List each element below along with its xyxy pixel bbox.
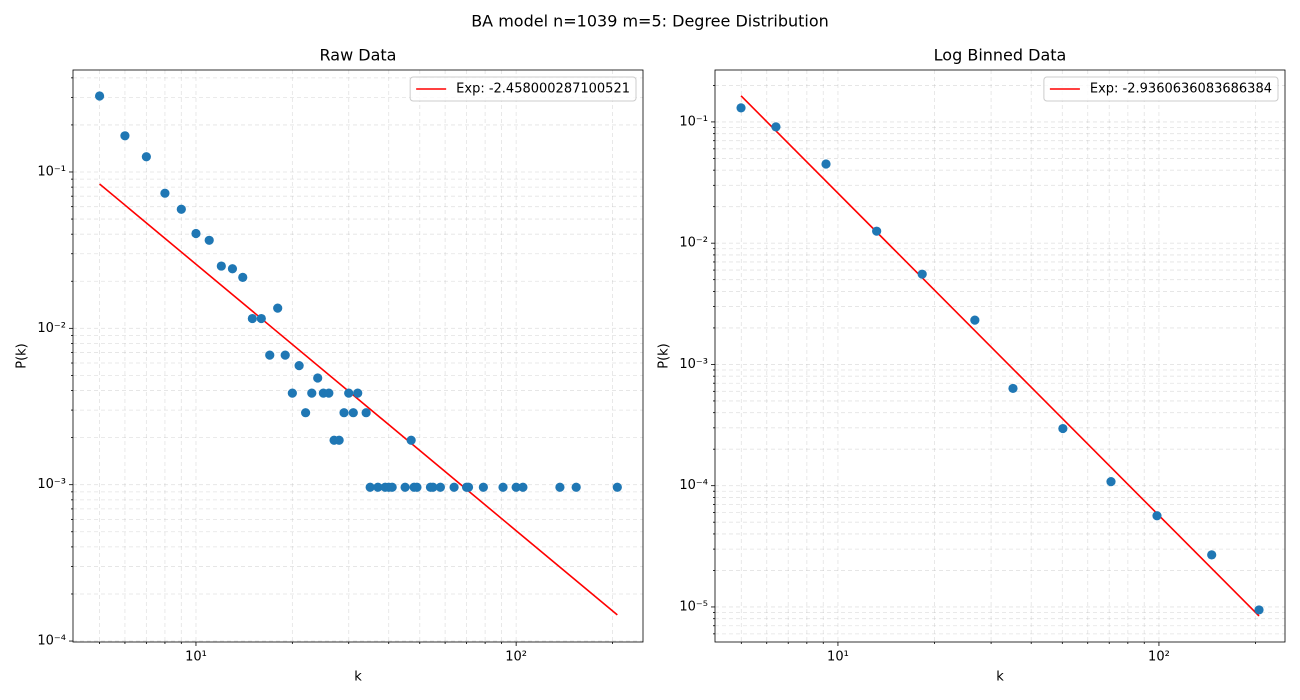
- y-tick-label: 10⁻⁵: [679, 599, 708, 614]
- point: [771, 122, 781, 132]
- point: [313, 373, 323, 383]
- legend-label: Exp: -2.458000287100521: [456, 82, 630, 97]
- point: [387, 482, 397, 492]
- axes-title: Raw Data: [320, 46, 397, 65]
- point: [435, 482, 445, 492]
- y-tick-label: 10⁻¹: [37, 164, 66, 179]
- point: [1207, 550, 1217, 560]
- point: [1106, 477, 1116, 487]
- point: [555, 482, 565, 492]
- legend-box: [409, 76, 637, 102]
- y-tick-label: 10⁻²: [37, 321, 66, 336]
- y-tick-label: 10⁻³: [679, 357, 708, 372]
- point: [160, 188, 170, 198]
- point: [361, 408, 371, 418]
- point: [307, 388, 317, 398]
- point: [463, 482, 474, 492]
- axes-frame: [72, 69, 644, 643]
- axes-title: Log Binned Data: [934, 46, 1067, 65]
- point: [238, 272, 248, 283]
- point: [518, 482, 528, 492]
- point: [872, 226, 882, 236]
- point: [736, 103, 746, 113]
- point: [571, 482, 581, 492]
- point: [970, 315, 980, 325]
- point: [373, 482, 383, 492]
- point: [334, 435, 344, 445]
- point: [917, 269, 927, 279]
- point: [287, 388, 297, 398]
- point: [216, 261, 226, 271]
- fit-line: [740, 95, 1260, 617]
- point: [1254, 605, 1264, 615]
- point: [265, 350, 275, 360]
- x-axis-label: k: [354, 670, 362, 685]
- point: [406, 435, 416, 445]
- y-tick-label: 10⁻⁴: [37, 634, 66, 649]
- point: [176, 204, 186, 214]
- point: [449, 482, 459, 492]
- y-axis-label: P(k): [657, 343, 672, 369]
- point: [256, 313, 266, 324]
- x-axis-label: k: [996, 670, 1004, 685]
- point: [339, 408, 349, 418]
- point: [478, 482, 488, 492]
- legend: Exp: -2.9360636083686384: [1043, 76, 1279, 102]
- point: [400, 482, 410, 492]
- point: [273, 303, 283, 313]
- y-tick-label: 10⁻⁴: [679, 478, 708, 493]
- point: [511, 482, 521, 492]
- point: [280, 350, 290, 360]
- y-axis-label: P(k): [15, 343, 30, 369]
- legend: Exp: -2.458000287100521: [409, 76, 637, 102]
- x-tick-label: 10¹: [827, 650, 849, 665]
- point: [301, 408, 311, 418]
- point: [247, 313, 257, 324]
- point: [353, 388, 363, 398]
- y-tick-label: 10⁻¹: [679, 114, 708, 129]
- point: [821, 159, 831, 169]
- axes-frame: [714, 69, 1286, 643]
- point: [1058, 423, 1068, 434]
- point: [227, 264, 238, 274]
- x-tick-label: 10²: [505, 650, 527, 665]
- point: [498, 482, 508, 492]
- point: [141, 152, 151, 162]
- point: [94, 91, 105, 101]
- point: [428, 482, 438, 492]
- legend-label: Exp: -2.9360636083686384: [1090, 82, 1272, 97]
- y-tick-label: 10⁻²: [679, 236, 708, 251]
- point: [120, 131, 130, 141]
- point: [348, 408, 358, 418]
- point: [191, 228, 201, 239]
- point: [412, 482, 422, 492]
- point: [1008, 383, 1018, 394]
- x-tick-label: 10¹: [185, 650, 207, 665]
- point: [294, 361, 304, 371]
- y-tick-label: 10⁻³: [37, 477, 66, 492]
- legend-box: [1043, 76, 1279, 102]
- fit-line: [99, 183, 618, 616]
- point: [204, 235, 214, 245]
- point: [612, 482, 622, 492]
- point: [344, 388, 354, 398]
- point: [1152, 511, 1162, 521]
- point: [365, 482, 375, 492]
- figure-title: BA model n=1039 m=5: Degree Distribution: [471, 12, 829, 31]
- x-tick-label: 10²: [1148, 650, 1170, 665]
- point: [324, 388, 334, 398]
